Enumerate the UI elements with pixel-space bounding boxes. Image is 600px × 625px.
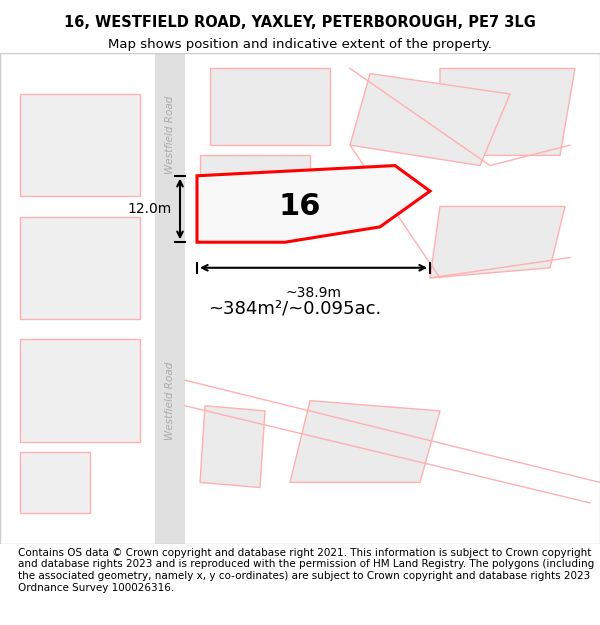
Polygon shape [200, 156, 310, 227]
Text: ~38.9m: ~38.9m [286, 286, 341, 300]
Polygon shape [20, 94, 140, 196]
Polygon shape [200, 406, 265, 488]
Polygon shape [350, 74, 510, 166]
Text: 16, WESTFIELD ROAD, YAXLEY, PETERBOROUGH, PE7 3LG: 16, WESTFIELD ROAD, YAXLEY, PETERBOROUGH… [64, 15, 536, 30]
Polygon shape [440, 69, 575, 156]
Text: 16: 16 [279, 192, 321, 221]
Polygon shape [210, 69, 330, 145]
Polygon shape [20, 452, 90, 513]
Polygon shape [197, 166, 430, 242]
Text: Westfield Road: Westfield Road [165, 96, 175, 174]
Polygon shape [20, 339, 140, 441]
Text: ~384m²/~0.095ac.: ~384m²/~0.095ac. [208, 299, 382, 318]
Polygon shape [430, 206, 565, 278]
Text: Map shows position and indicative extent of the property.: Map shows position and indicative extent… [108, 38, 492, 51]
Text: Contains OS data © Crown copyright and database right 2021. This information is : Contains OS data © Crown copyright and d… [18, 548, 594, 592]
Polygon shape [155, 53, 185, 544]
Text: Westfield Road: Westfield Road [165, 361, 175, 440]
Text: 12.0m: 12.0m [128, 202, 172, 216]
Polygon shape [290, 401, 440, 482]
Polygon shape [20, 217, 140, 319]
